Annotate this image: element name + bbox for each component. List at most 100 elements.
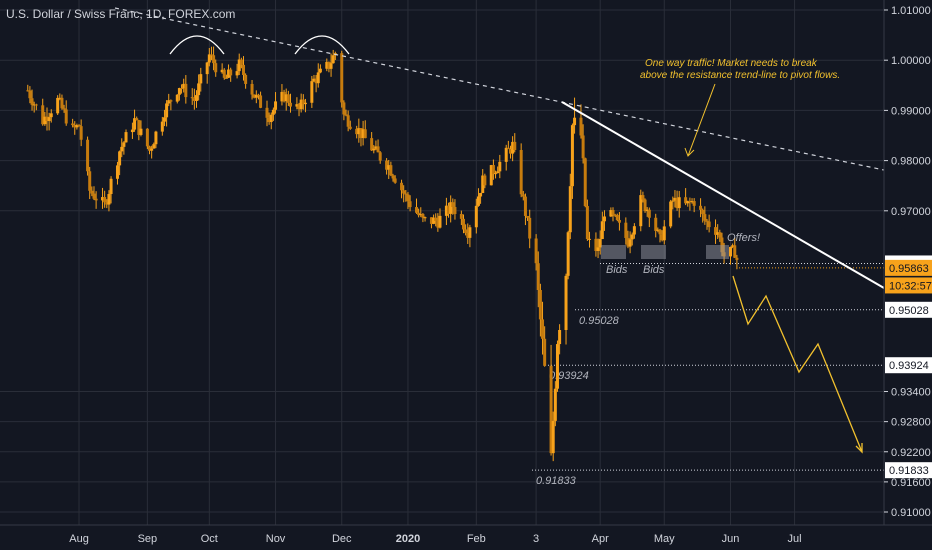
candle-body [660, 234, 664, 241]
candle-body [197, 83, 201, 96]
candle-body [496, 171, 500, 174]
candle-body [508, 148, 512, 154]
candle-body [115, 165, 119, 179]
candle-body [331, 55, 335, 64]
candle-body [169, 100, 173, 102]
candle-body [254, 94, 258, 98]
candle-body [209, 54, 213, 56]
candle-body [195, 95, 199, 101]
price-tag-label: 0.91833 [889, 465, 929, 477]
candle-body [47, 117, 51, 122]
candle-body [504, 147, 508, 162]
candle-body [662, 226, 666, 241]
candle-body [150, 148, 154, 151]
candle-body [325, 61, 329, 69]
time-axis[interactable]: Aug Sep Oct Nov Dec 2020 Feb 3 Apr May Jun Jul [69, 533, 801, 545]
price-tick-label: 0.91000 [891, 507, 931, 519]
resistance-trendline[interactable] [561, 101, 885, 289]
candle-body [391, 175, 395, 179]
candle-body [359, 128, 363, 139]
candle-body [154, 131, 158, 145]
candle-body [479, 192, 483, 197]
candle-body [207, 54, 211, 63]
candle-body [564, 275, 568, 331]
candle-body [180, 88, 184, 90]
time-tick-label: Feb [467, 533, 486, 545]
time-tick-label: Nov [266, 533, 286, 545]
candle-body [573, 117, 577, 126]
candle-body [357, 128, 361, 135]
candle-body [133, 118, 137, 130]
candle-body [385, 160, 389, 170]
bids-label-2: Bids [643, 264, 665, 276]
candle-body [34, 104, 38, 106]
chart-title: U.S. Dollar / Swiss Franc, 1D, FOREX.com [6, 7, 235, 21]
candle-body [707, 221, 711, 228]
candle-body [733, 245, 737, 258]
candle-body [120, 146, 124, 152]
candle-body [585, 206, 589, 239]
candle-body [731, 245, 735, 247]
candle-body [449, 202, 453, 214]
candle-body [64, 109, 68, 124]
candle-body [703, 214, 707, 221]
price-tag [885, 462, 932, 479]
candle-body [570, 125, 574, 187]
candle-body [45, 116, 49, 122]
candle-body [49, 113, 53, 118]
candle-body [250, 83, 254, 95]
candle-body [432, 217, 436, 224]
price-tag-label: 0.95863 [889, 263, 929, 275]
candle-body [58, 97, 62, 99]
candle-body [282, 91, 286, 102]
price-levels: 0.95028 0.93924 0.91833 [532, 262, 884, 487]
candle-body [60, 97, 64, 109]
dashed-trendline[interactable] [114, 7, 885, 171]
bids-label-1: Bids [606, 264, 628, 276]
candle-body [288, 102, 292, 107]
candle-body [109, 178, 113, 195]
candle-body [476, 196, 480, 206]
price-tag [885, 301, 932, 318]
candle-body [600, 221, 604, 240]
candle-body [227, 69, 231, 78]
candle-body [241, 64, 245, 75]
candle-body [671, 200, 675, 202]
note-line-1: One way traffic! Market needs to break [645, 58, 818, 69]
candle-body [489, 165, 493, 186]
candle-body [393, 178, 397, 183]
candle-body [716, 232, 720, 235]
price-tick-label: 0.99000 [891, 105, 931, 117]
candle-body [728, 246, 732, 257]
candle-body [167, 100, 171, 104]
price-tick-label: 1.01000 [891, 5, 931, 17]
candle-body [613, 214, 617, 216]
candle-body [224, 77, 228, 79]
candle-body [705, 220, 709, 222]
candle-body [688, 200, 692, 203]
price-tag-label: 10:32:57 [889, 280, 932, 292]
candle-body [175, 94, 179, 102]
candle-body [62, 108, 66, 110]
candle-body [214, 63, 218, 73]
candle-body [474, 205, 478, 228]
candle-body [551, 420, 555, 454]
candle-body [43, 116, 47, 125]
candle-body [617, 219, 621, 223]
candle-body [541, 319, 545, 339]
candle-body [239, 59, 243, 65]
candle-body [528, 217, 532, 239]
projection-arrowhead [855, 443, 863, 454]
candle-body [611, 210, 615, 215]
projection-path [732, 275, 863, 453]
price-axis[interactable]: 1.010001.000000.990000.980000.970000.959… [884, 5, 932, 519]
candle-body [280, 91, 284, 102]
candle-body [192, 98, 196, 101]
candle-body [491, 165, 495, 174]
candle-body [506, 147, 510, 149]
candle-body [568, 186, 572, 233]
candle-body [415, 207, 419, 213]
candle-body [523, 196, 527, 216]
candle-body [483, 175, 487, 186]
